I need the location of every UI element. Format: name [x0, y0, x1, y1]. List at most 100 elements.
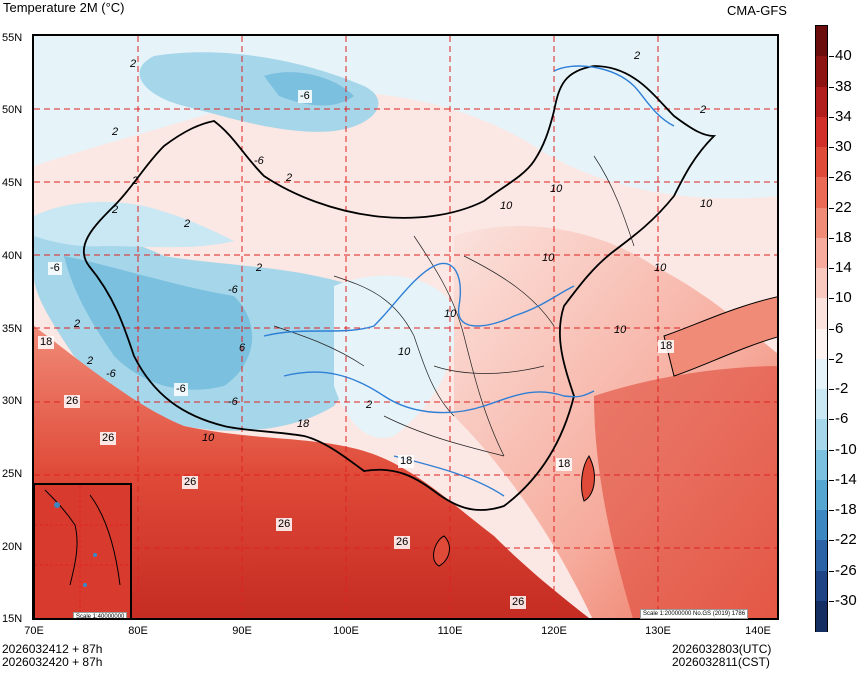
- contour-label: 2: [286, 172, 293, 184]
- lon-label: 70E: [24, 625, 44, 637]
- contour-label: -6: [228, 396, 238, 408]
- contour-label: 10: [500, 200, 513, 212]
- legend-color-segment: [816, 449, 827, 481]
- legend-tick: [829, 389, 834, 390]
- legend-tick: [829, 570, 834, 572]
- legend-value-label: 38: [835, 77, 852, 95]
- south-china-sea-inset: Scale 1:40000000: [33, 483, 132, 620]
- sea-warm-zone: [594, 366, 777, 618]
- cold-core-north: [264, 72, 354, 106]
- contour-label: 10: [550, 183, 563, 195]
- legend-value-label: -22: [835, 531, 857, 549]
- lat-label: 50N: [2, 104, 23, 116]
- legend-color-segment: [816, 600, 827, 632]
- lat-label: 35N: [2, 323, 23, 335]
- contour-label: 2: [132, 175, 139, 187]
- japan-landmass: [663, 296, 777, 377]
- legend-color-segment: [816, 328, 827, 360]
- legend-value-label: 18: [835, 228, 852, 246]
- contour-label: 2: [366, 399, 373, 411]
- legend-tick: [829, 298, 834, 300]
- contour-label: -6: [228, 284, 238, 296]
- contour-label: 26: [182, 476, 199, 489]
- contour-label: 18: [38, 336, 55, 349]
- contour-label: 2: [87, 355, 94, 367]
- legend-color-segment: [816, 86, 827, 118]
- contour-label: 2: [256, 262, 263, 274]
- contour-label: 10: [700, 198, 713, 210]
- legend-value-label: 26: [835, 168, 852, 186]
- lat-label: 30N: [2, 395, 23, 407]
- legend-value-label: 22: [835, 198, 852, 216]
- contour-label: 10: [398, 346, 411, 358]
- legend-value-label: 2: [835, 349, 844, 367]
- contour-label: 26: [510, 596, 527, 609]
- legend-tick: [829, 540, 834, 542]
- sichuan-light-zone: [334, 275, 456, 438]
- legend-tick: [829, 237, 834, 239]
- legend-color-segment: [816, 147, 827, 178]
- map-scale-note: Scale 1:20000000 No.GS (2019) 1786: [640, 609, 749, 619]
- legend-value-label: -10: [835, 440, 857, 458]
- lat-label: 20N: [2, 541, 23, 553]
- color-legend-bar: [815, 25, 828, 632]
- legend-tick: [829, 56, 834, 58]
- inset-map: [35, 485, 130, 618]
- legend-tick: [829, 86, 834, 88]
- legend-value-label: -30: [835, 591, 857, 609]
- contour-label: 2: [634, 50, 641, 62]
- legend-color-segment: [816, 268, 827, 299]
- contour-label: 2: [184, 218, 191, 230]
- contour-label: 2: [112, 204, 119, 216]
- legend-value-label: 6: [835, 319, 844, 337]
- chart-title: Temperature 2M (°C): [3, 0, 125, 15]
- init-time-line2: 2026032420 + 87h: [2, 655, 103, 669]
- legend-color-segment: [816, 207, 827, 239]
- contour-label: 2: [112, 126, 119, 138]
- legend-color-segment: [816, 479, 827, 511]
- lon-label: 120E: [541, 625, 567, 637]
- contour-label: 10: [202, 432, 215, 444]
- contour-label: 26: [100, 432, 117, 445]
- legend-color-segment: [816, 358, 827, 390]
- lon-label: 130E: [645, 625, 671, 637]
- legend-color-segment: [816, 177, 827, 208]
- hainan-island: [433, 535, 450, 567]
- legend-color-segment: [816, 570, 827, 602]
- legend-value-label: 34: [835, 107, 852, 125]
- contour-label: 6: [239, 342, 246, 354]
- valid-time-utc: 2026032803(UTC): [672, 642, 772, 656]
- province-lines: [273, 155, 635, 457]
- taiwan-island: [581, 455, 595, 502]
- legend-color-segment: [816, 298, 827, 329]
- legend-color-segment: [816, 237, 827, 269]
- inset-scale-note: Scale 1:40000000: [73, 612, 128, 618]
- init-time-line1: 2026032412 + 87h: [2, 642, 103, 656]
- contour-label: 10: [654, 262, 667, 274]
- legend-tick: [829, 358, 834, 360]
- lat-label: 45N: [2, 177, 23, 189]
- legend-value-label: 40: [835, 47, 852, 65]
- temperature-map: [34, 36, 777, 618]
- legend-color-segment: [816, 540, 827, 571]
- lat-label: 25N: [2, 468, 23, 480]
- contour-label: -6: [298, 90, 312, 103]
- legend-value-label: -26: [835, 561, 857, 579]
- legend-tick: [829, 268, 834, 269]
- model-name: CMA-GFS: [727, 3, 787, 18]
- valid-time-cst: 2026032811(CST): [672, 655, 770, 669]
- contour-label: 10: [614, 324, 627, 336]
- contour-label: 26: [394, 536, 411, 549]
- lon-label: 100E: [333, 625, 359, 637]
- lon-label: 110E: [437, 625, 463, 637]
- legend-value-label: 10: [835, 289, 852, 307]
- legend-tick: [829, 449, 834, 451]
- legend-tick: [829, 147, 834, 148]
- contour-label: 18: [658, 340, 675, 353]
- lon-label: 140E: [745, 625, 771, 637]
- contour-label: 26: [276, 518, 293, 531]
- contour-label: 2: [74, 318, 81, 330]
- legend-tick: [829, 207, 834, 209]
- legend-value-label: 14: [835, 259, 852, 276]
- legend-tick: [829, 328, 834, 330]
